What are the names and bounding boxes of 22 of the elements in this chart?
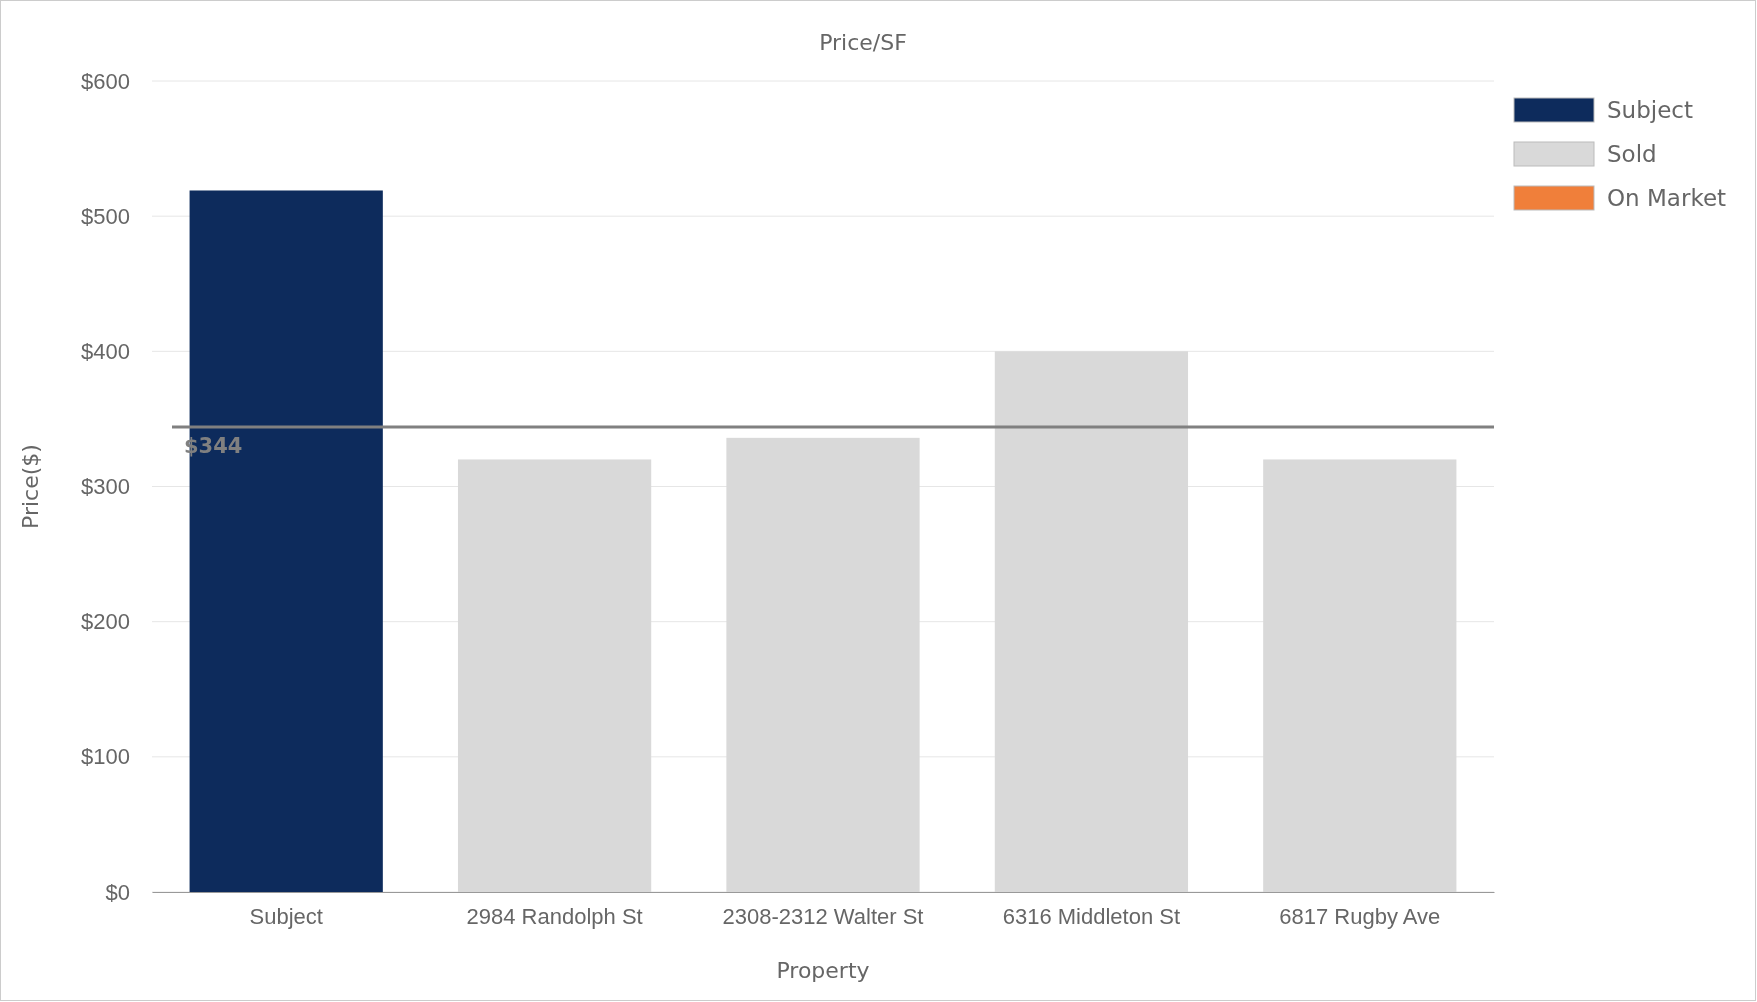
bar	[994, 351, 1189, 892]
bar	[1263, 459, 1457, 892]
y-tick-label: $100	[81, 744, 130, 770]
legend-label: Sold	[1607, 141, 1657, 167]
x-tick-label: Subject	[249, 903, 323, 929]
x-axis-title: Property	[776, 958, 870, 983]
x-tick-label: 2984 Randolph St	[466, 903, 643, 929]
x-tick-label: 2308-2312 Walter St	[722, 903, 924, 929]
legend-label: Subject	[1607, 97, 1693, 123]
x-tick-label: 6316 Middleton St	[1002, 903, 1181, 929]
y-tick-label: $500	[81, 203, 130, 229]
chart-title: Price/SF	[819, 30, 907, 55]
y-tick-label: $400	[81, 338, 130, 364]
bar	[457, 459, 652, 892]
bar	[726, 437, 920, 892]
legend-label: On Market	[1607, 185, 1727, 211]
y-tick-label: $200	[81, 609, 130, 635]
y-tick-label: $600	[81, 68, 130, 94]
y-axis-title: Price($)	[18, 444, 43, 529]
y-tick-label: $300	[81, 474, 130, 500]
x-tick-label: 6817 Rugby Ave	[1279, 903, 1441, 929]
y-tick-label: $0	[105, 879, 130, 905]
